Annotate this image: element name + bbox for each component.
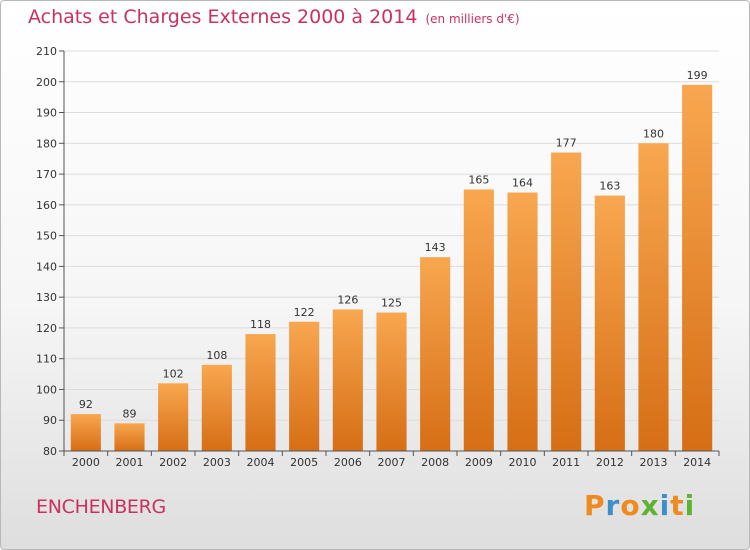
bar-value-label: 177 [556,137,577,150]
x-tick-label: 2014 [683,456,711,469]
bar [70,414,101,451]
logo-letter: r [605,489,621,522]
bar-value-label: 122 [294,306,315,319]
y-tick-label: 180 [36,137,57,150]
bar-value-label: 164 [512,177,533,190]
bar-value-label: 199 [687,69,708,82]
x-tick-label: 2009 [465,456,493,469]
y-tick-label: 210 [36,45,57,58]
x-tick-label: 2001 [116,456,144,469]
bar-value-label: 125 [381,297,402,310]
x-tick-label: 2000 [72,456,100,469]
x-tick-label: 2002 [159,456,187,469]
x-tick-label: 2005 [290,456,318,469]
logo-letter: t [670,489,685,522]
bar [332,309,363,451]
bar-value-label: 163 [599,180,620,193]
bar [289,321,320,451]
x-tick-label: 2011 [552,456,580,469]
y-tick-label: 110 [36,353,57,366]
y-tick-label: 80 [43,445,57,458]
y-tick-label: 100 [36,383,57,396]
y-tick-label: 150 [36,230,57,243]
bar [420,257,451,451]
y-tick-label: 140 [36,260,57,273]
bar [158,383,189,451]
x-tick-label: 2013 [640,456,668,469]
bar-value-label: 165 [468,173,489,186]
bar [201,364,232,451]
y-tick-label: 120 [36,322,57,335]
bar-value-label: 143 [425,241,446,254]
y-tick-label: 90 [43,414,57,427]
bar-value-label: 108 [206,349,227,362]
bar-value-label: 118 [250,318,271,331]
bar [551,152,582,452]
bar-value-label: 180 [643,127,664,140]
x-tick-label: 2007 [378,456,406,469]
labels: 8090100110120130140150160170180190200210… [36,45,711,469]
x-tick-label: 2003 [203,456,231,469]
y-tick-label: 170 [36,168,57,181]
bar [376,312,407,451]
bar [114,423,145,451]
logo-letter: i [684,489,696,522]
chart-title-text: Achats et Charges Externes 2000 à 2014 [28,6,418,28]
chart-unit: (en milliers d'€) [425,12,520,26]
y-tick-label: 160 [36,199,57,212]
logo-letter: i [659,489,671,522]
y-tick-label: 190 [36,107,57,120]
bar-value-label: 92 [79,398,93,411]
x-tick-label: 2008 [421,456,449,469]
chart-title: Achats et Charges Externes 2000 à 2014 (e… [28,6,520,28]
proxiti-logo[interactable]: Proxiti [584,489,695,522]
x-tick-label: 2012 [596,456,624,469]
logo-letter: o [620,489,641,522]
bar [507,192,538,452]
axes [59,50,720,456]
y-tick-label: 130 [36,291,57,304]
bar [638,143,669,452]
y-tick-label: 200 [36,76,57,89]
bar-value-label: 126 [337,293,358,306]
bar-value-label: 102 [163,367,184,380]
x-tick-label: 2006 [334,456,362,469]
x-tick-label: 2004 [247,456,275,469]
logo-letter: P [584,489,606,522]
bar-value-label: 89 [123,407,137,420]
bars [70,84,713,452]
bar [463,189,494,451]
x-tick-label: 2010 [509,456,537,469]
logo-letter: x [640,489,660,522]
town-name: ENCHENBERG [36,496,166,518]
bar [594,195,625,451]
bar [682,84,713,451]
bar [245,334,276,451]
